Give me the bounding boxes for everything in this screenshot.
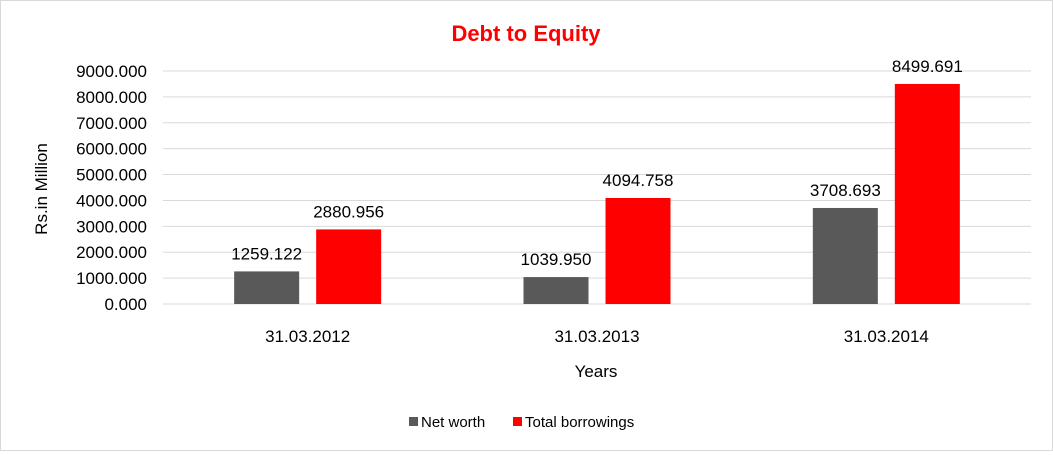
y-tick-label: 7000.000 xyxy=(76,114,147,133)
bar-total-borrowings xyxy=(894,83,960,304)
legend-label: Net worth xyxy=(421,414,485,431)
y-tick-label: 3000.000 xyxy=(76,217,147,236)
legend-swatch xyxy=(409,417,418,426)
y-tick-label: 9000.000 xyxy=(76,62,147,81)
data-label: 3708.693 xyxy=(810,181,881,200)
legend: Net worth Total borrowings xyxy=(409,414,634,431)
y-axis-title: Rs.in Million xyxy=(32,143,51,235)
y-tick-label: 2000.000 xyxy=(76,243,147,262)
y-tick-label: 0.000 xyxy=(104,295,147,314)
y-tick-label: 8000.000 xyxy=(76,88,147,107)
data-label: 4094.758 xyxy=(603,171,674,190)
data-labels: 1259.122 2880.956 1039.950 4094.758 3708.693… xyxy=(231,57,963,269)
bar-total-borrowings xyxy=(316,229,382,304)
y-tick-label: 5000.000 xyxy=(76,166,147,185)
y-tick-label: 1000.000 xyxy=(76,269,147,288)
x-axis-categories: 31.03.2012 31.03.2013 31.03.2014 xyxy=(265,327,929,346)
legend-label: Total borrowings xyxy=(525,414,634,431)
x-category-label: 31.03.2013 xyxy=(554,327,639,346)
legend-swatch xyxy=(513,417,522,426)
bar-net-worth xyxy=(812,207,878,304)
data-label: 8499.691 xyxy=(892,57,963,76)
data-label: 2880.956 xyxy=(313,202,384,221)
chart-title: Debt to Equity xyxy=(451,21,601,46)
bar-net-worth xyxy=(234,271,300,304)
y-tick-label: 6000.000 xyxy=(76,140,147,159)
bars xyxy=(234,83,960,304)
x-category-label: 31.03.2014 xyxy=(844,327,929,346)
bar-total-borrowings xyxy=(605,197,671,304)
data-label: 1259.122 xyxy=(231,244,302,263)
y-axis-ticks: 0.000 1000.000 2000.000 3000.000 4000.000 500… xyxy=(76,62,147,314)
data-label: 1039.950 xyxy=(521,250,592,269)
x-category-label: 31.03.2012 xyxy=(265,327,350,346)
bar-net-worth xyxy=(523,277,589,304)
x-axis-title: Years xyxy=(575,362,618,381)
gridlines xyxy=(163,70,1031,305)
y-tick-label: 4000.000 xyxy=(76,191,147,210)
